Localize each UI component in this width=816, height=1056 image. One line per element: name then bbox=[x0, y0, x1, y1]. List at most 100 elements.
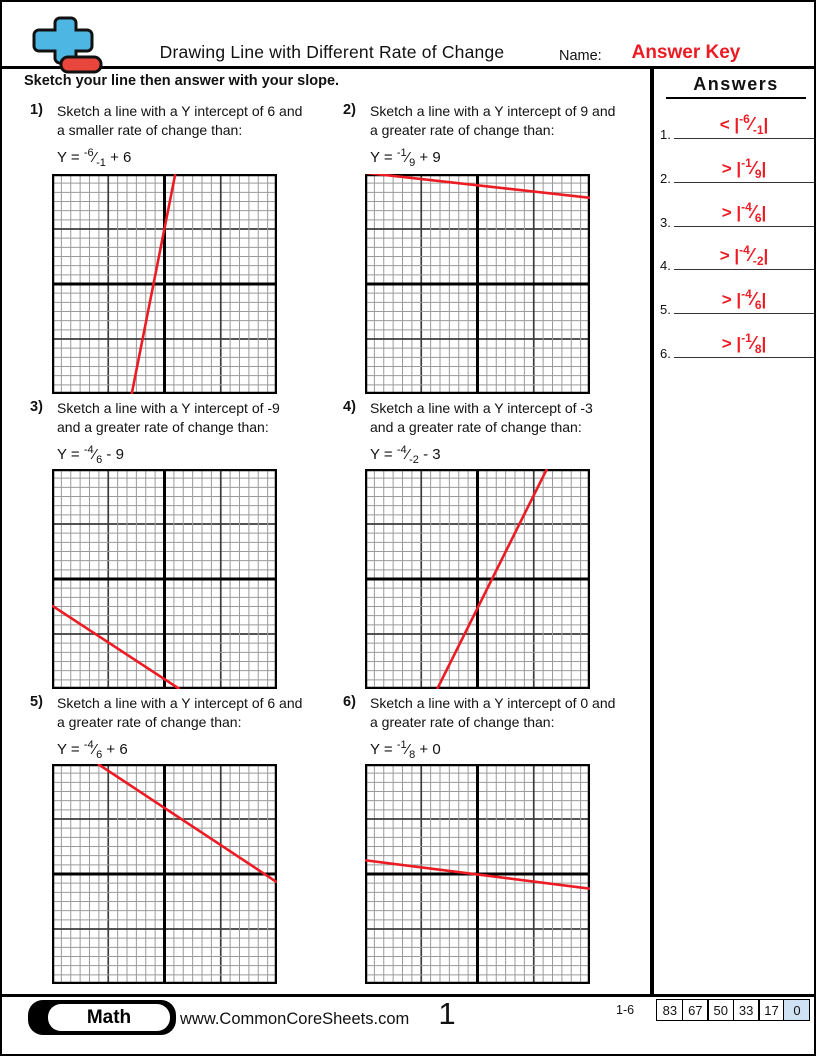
problem-block: 2) Sketch a line with a Y intercept of 9 … bbox=[343, 102, 648, 169]
abs-value-bar: | bbox=[763, 246, 769, 266]
score-box: 67 bbox=[681, 999, 709, 1021]
answer-row: 4. > |-4⁄-2| bbox=[658, 236, 814, 274]
problem-text-line2: a greater rate of change than: bbox=[57, 714, 242, 730]
problem-text: Sketch a line with a Y intercept of 6 an… bbox=[57, 694, 302, 732]
coordinate-grid bbox=[52, 764, 277, 984]
abs-value-bar: | bbox=[761, 334, 767, 353]
answer-number: 5. bbox=[660, 302, 671, 318]
score-table: 83 67 50 33 17 0 bbox=[656, 999, 811, 1021]
problem-text: Sketch a line with a Y intercept of 0 an… bbox=[370, 694, 615, 732]
abs-value-bar: | bbox=[763, 115, 769, 134]
problem-number: 4) bbox=[343, 399, 356, 415]
page-number: 1 bbox=[438, 996, 456, 1031]
sketched-line bbox=[365, 174, 590, 200]
comparison-operator: < | bbox=[719, 115, 740, 134]
fraction-slash: ⁄ bbox=[93, 741, 97, 758]
fraction-denominator: -2 bbox=[752, 254, 764, 269]
answers-panel-divider bbox=[650, 66, 654, 995]
sketched-line bbox=[52, 604, 181, 689]
problem-head: 6) Sketch a line with a Y intercept of 0 … bbox=[343, 694, 648, 732]
name-label: Name: bbox=[559, 48, 602, 64]
page-title: Drawing Line with Different Rate of Chan… bbox=[159, 42, 505, 62]
comparison-operator: > | bbox=[719, 246, 740, 266]
sketched-line bbox=[97, 764, 277, 884]
fraction-denominator: 9 bbox=[754, 166, 762, 181]
equation-prefix: Y = bbox=[370, 741, 397, 758]
footer-divider bbox=[2, 994, 814, 997]
fraction-slash: ⁄ bbox=[93, 149, 97, 166]
instruction-text: Sketch your line then answer with your s… bbox=[24, 73, 340, 89]
answer-row: 5. > |-4⁄6| bbox=[658, 280, 814, 318]
answer-number: 3. bbox=[660, 214, 671, 230]
fraction-denominator: 9 bbox=[409, 157, 416, 169]
fraction-numerator: -1 bbox=[741, 331, 752, 345]
problem-text-line1: Sketch a line with a Y intercept of 9 an… bbox=[370, 103, 616, 119]
fraction-slash: ⁄ bbox=[93, 446, 97, 463]
problem-equation: Y = -4⁄6 - 9 bbox=[57, 444, 335, 466]
fraction-numerator: -1 bbox=[396, 147, 407, 159]
fraction-slash: ⁄ bbox=[406, 741, 410, 758]
equation-suffix: - 9 bbox=[102, 446, 124, 463]
problem-text-line1: Sketch a line with a Y intercept of 6 an… bbox=[57, 695, 303, 711]
coordinate-grid bbox=[365, 469, 590, 689]
subject-badge: Math bbox=[28, 1000, 176, 1035]
answer-row: 3. > |-4⁄6| bbox=[658, 193, 814, 230]
problem-number: 2) bbox=[343, 102, 356, 118]
answer-row: 6. > |-1⁄8| bbox=[658, 324, 814, 361]
score-box: 0 bbox=[783, 999, 811, 1021]
comparison-operator: > | bbox=[721, 158, 742, 178]
equation-prefix: Y = bbox=[370, 149, 397, 166]
equation-suffix: + 9 bbox=[415, 149, 441, 166]
problem-equation: Y = -6⁄-1 + 6 bbox=[57, 147, 335, 169]
abs-value-bar: | bbox=[761, 290, 767, 310]
comparison-operator: > | bbox=[721, 334, 742, 353]
answer-number: 4. bbox=[660, 258, 671, 274]
problem-text-line2: a smaller rate of change than: bbox=[57, 122, 243, 138]
answer-value: > |-1⁄8| bbox=[674, 331, 814, 358]
fraction-numerator: -4 bbox=[83, 739, 94, 751]
fraction-denominator: -1 bbox=[752, 123, 764, 137]
problem-text-line1: Sketch a line with a Y intercept of -9 bbox=[57, 400, 280, 416]
website-text: www.CommonCoreSheets.com bbox=[180, 1010, 410, 1028]
fraction-numerator: -4 bbox=[396, 444, 407, 456]
sketched-line bbox=[436, 469, 549, 689]
problem-text: Sketch a line with a Y intercept of 9 an… bbox=[370, 102, 615, 140]
sketched-line bbox=[365, 858, 590, 890]
problem-number: 1) bbox=[30, 102, 43, 118]
abs-value-bar: | bbox=[761, 202, 767, 222]
problem-text-line2: and a greater rate of change than: bbox=[57, 419, 269, 435]
answer-value: > |-4⁄6| bbox=[674, 200, 814, 227]
answers-title: Answers bbox=[666, 74, 806, 99]
problem-head: 3) Sketch a line with a Y intercept of -9… bbox=[30, 399, 335, 437]
problem-head: 5) Sketch a line with a Y intercept of 6 … bbox=[30, 694, 335, 732]
fraction-slash: ⁄ bbox=[406, 149, 410, 166]
score-box: 17 bbox=[758, 999, 786, 1021]
fraction-slash: ⁄ bbox=[749, 114, 753, 134]
fraction-denominator: 8 bbox=[754, 342, 762, 356]
fraction-numerator: -1 bbox=[741, 155, 752, 170]
abs-value-bar: | bbox=[761, 158, 767, 178]
problem-equation: Y = -1⁄9 + 9 bbox=[370, 147, 648, 169]
fraction-numerator: -4 bbox=[741, 199, 752, 214]
problem-text-line2: a greater rate of change than: bbox=[370, 714, 555, 730]
score-box: 83 bbox=[656, 999, 684, 1021]
fraction-numerator: -4 bbox=[83, 444, 94, 456]
coordinate-grid bbox=[52, 174, 277, 394]
equation-prefix: Y = bbox=[370, 446, 397, 463]
equation-suffix: + 6 bbox=[102, 741, 128, 758]
problem-block: 3) Sketch a line with a Y intercept of -9… bbox=[30, 399, 335, 466]
commoncoresheets-logo bbox=[30, 16, 110, 74]
problem-block: 6) Sketch a line with a Y intercept of 0 … bbox=[343, 694, 648, 761]
problem-number: 5) bbox=[30, 694, 43, 710]
problem-text-line1: Sketch a line with a Y intercept of 6 an… bbox=[57, 103, 303, 119]
problem-head: 1) Sketch a line with a Y intercept of 6 … bbox=[30, 102, 335, 140]
fraction-denominator: -1 bbox=[96, 157, 106, 169]
problem-block: 4) Sketch a line with a Y intercept of -3… bbox=[343, 399, 648, 466]
fraction-denominator: -2 bbox=[409, 454, 419, 466]
problem-head: 2) Sketch a line with a Y intercept of 9 … bbox=[343, 102, 648, 140]
problem-head: 4) Sketch a line with a Y intercept of -3… bbox=[343, 399, 648, 437]
equation-suffix: + 6 bbox=[105, 149, 132, 166]
problem-text: Sketch a line with a Y intercept of -9 an… bbox=[57, 399, 280, 437]
fraction-denominator: 6 bbox=[96, 749, 103, 761]
